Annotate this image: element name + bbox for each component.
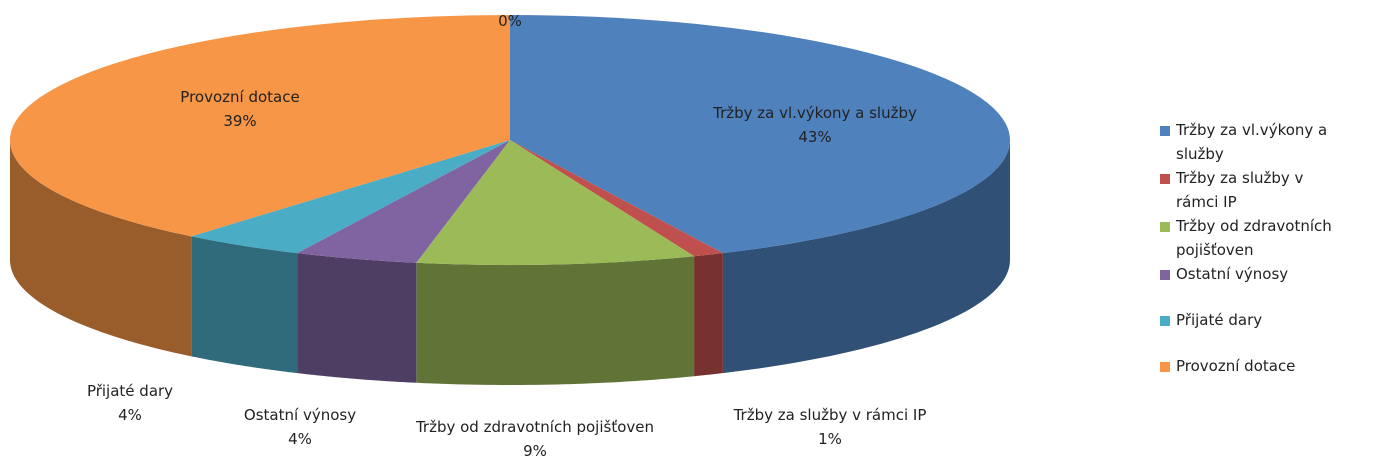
slice: [297, 140, 510, 263]
data-label: 4%: [288, 430, 312, 448]
slice: [510, 15, 1010, 254]
pie-chart: Tržby za vl.výkony a služby 43% Tržby za s…: [10, 12, 1010, 459]
slice-side: [10, 140, 192, 357]
legend-swatch: [1160, 362, 1170, 372]
data-label: 4%: [118, 406, 142, 424]
data-label: 1%: [818, 430, 842, 448]
slice-side: [694, 253, 723, 377]
data-label-name: Tržby za vl.výkony a služby: [712, 104, 917, 122]
legend-swatch: [1160, 126, 1170, 136]
data-label-name: Provozní dotace: [180, 88, 299, 106]
data-label-name: Přijaté dary: [87, 382, 173, 400]
legend-swatch: [1160, 270, 1170, 280]
legend-item: Ostatní výnosy: [1160, 262, 1340, 286]
legend-item: Tržby od zdravotních pojišťoven: [1160, 214, 1340, 262]
slice-side: [191, 236, 298, 374]
slice: [191, 140, 510, 254]
data-label-name: Ostatní výnosy: [244, 406, 356, 424]
legend-label: Tržby za služby v rámci IP: [1176, 169, 1304, 211]
data-label-name: Tržby za služby v rámci IP: [733, 406, 927, 424]
legend-swatch: [1160, 222, 1170, 232]
legend-label: Tržby od zdravotních pojišťoven: [1176, 217, 1332, 259]
legend-swatch: [1160, 316, 1170, 326]
data-label: 43%: [798, 128, 831, 146]
legend-item: Přijaté dary: [1160, 308, 1340, 332]
legend-item: Tržby za služby v rámci IP: [1160, 166, 1340, 214]
legend-swatch: [1160, 174, 1170, 184]
slice-side: [722, 140, 1010, 374]
data-label-name: Tržby od zdravotních pojišťoven: [415, 418, 654, 436]
legend-label: Ostatní výnosy: [1176, 265, 1289, 283]
slice-side: [416, 256, 695, 385]
legend-label: Přijaté dary: [1176, 311, 1263, 329]
slice: [10, 15, 511, 237]
legend: Tržby za vl.výkony a služby Tržby za služ…: [1160, 118, 1340, 400]
slice-side: [297, 253, 417, 383]
data-label: 39%: [223, 112, 256, 130]
slice: [510, 140, 723, 257]
legend-item: Tržby za vl.výkony a služby: [1160, 118, 1340, 166]
legend-item: Provozní dotace: [1160, 354, 1340, 378]
slice: [416, 140, 695, 266]
data-label: 9%: [523, 442, 547, 459]
data-label: 0%: [498, 12, 522, 30]
legend-label: Tržby za vl.výkony a služby: [1176, 121, 1328, 163]
legend-label: Provozní dotace: [1176, 357, 1296, 375]
